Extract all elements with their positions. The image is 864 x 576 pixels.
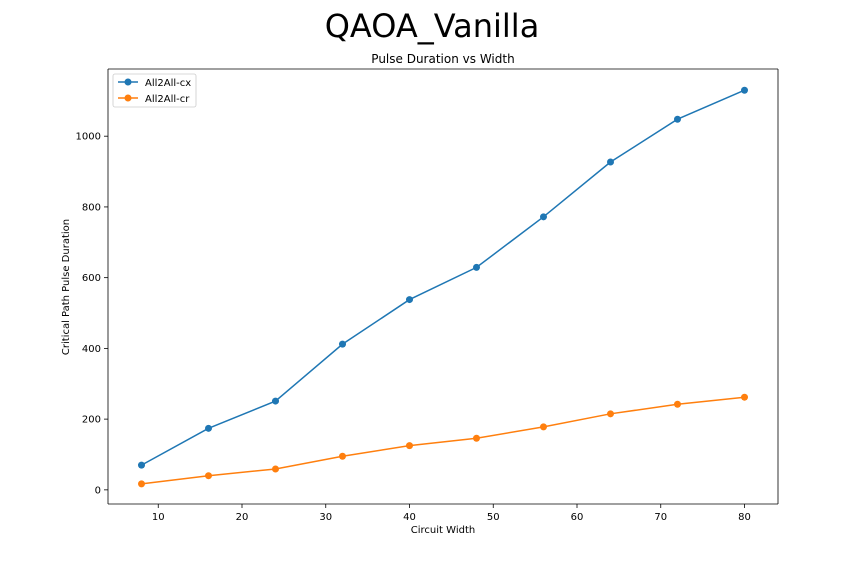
x-tick-label: 50 — [487, 512, 500, 523]
data-point-all2all-cr — [473, 434, 480, 442]
data-point-all2all-cr — [741, 393, 748, 401]
data-point-all2all-cr — [674, 400, 681, 408]
plot-area — [108, 69, 778, 504]
data-point-all2all-cx — [741, 86, 748, 94]
data-point-all2all-cx — [540, 213, 547, 221]
y-tick-label: 0 — [95, 485, 101, 496]
data-point-all2all-cr — [138, 480, 145, 488]
y-tick-label: 800 — [82, 202, 101, 213]
series-line-all2all-cr — [141, 396, 745, 485]
y-tick-label: 400 — [82, 344, 101, 355]
data-point-all2all-cr — [607, 410, 614, 418]
x-tick-label: 20 — [236, 512, 249, 523]
data-point-all2all-cr — [205, 472, 212, 480]
y-axis-ticks: 0 200 400 600 800 1000 — [76, 132, 108, 496]
y-tick-label: 200 — [82, 415, 101, 426]
data-point-all2all-cr — [406, 442, 413, 450]
legend-label-all2all-cx: All2All-cx — [145, 78, 191, 89]
data-point-all2all-cx — [607, 158, 614, 166]
x-tick-label: 60 — [571, 512, 584, 523]
y-tick-label: 1000 — [76, 132, 101, 143]
x-tick-label: 40 — [403, 512, 416, 523]
data-point-all2all-cx — [406, 296, 413, 304]
data-point-all2all-cx — [339, 340, 346, 348]
x-axis-ticks: 10 20 30 40 50 60 70 80 — [152, 504, 751, 523]
legend: All2All-cx All2All-cr — [112, 73, 197, 108]
data-point-all2all-cx — [205, 424, 212, 432]
x-tick-label: 80 — [738, 512, 751, 523]
x-tick-label: 70 — [654, 512, 667, 523]
data-point-all2all-cx — [674, 115, 681, 123]
y-tick-label: 600 — [82, 273, 101, 284]
data-point-all2all-cx — [138, 461, 145, 469]
legend-label-all2all-cr: All2All-cr — [145, 94, 190, 105]
x-tick-label: 10 — [152, 512, 165, 523]
y-axis-label: Critical Path Pulse Duration — [61, 219, 72, 355]
x-tick-label: 30 — [319, 512, 332, 523]
figure-suptitle: QAOA_Vanilla — [325, 7, 540, 45]
chart-title: Pulse Duration vs Width — [371, 52, 514, 66]
data-point-all2all-cr — [339, 452, 346, 460]
data-point-all2all-cx — [272, 397, 279, 405]
x-axis-label: Circuit Width — [411, 525, 475, 536]
series-line-all2all-cx — [141, 89, 745, 466]
axes-spines — [107, 68, 779, 505]
legend-marker-all2all-cx — [124, 78, 132, 86]
data-point-all2all-cr — [272, 465, 279, 473]
data-point-all2all-cr — [540, 423, 547, 431]
data-point-all2all-cx — [473, 263, 480, 271]
series-layer — [138, 86, 748, 488]
legend-marker-all2all-cr — [124, 94, 132, 102]
